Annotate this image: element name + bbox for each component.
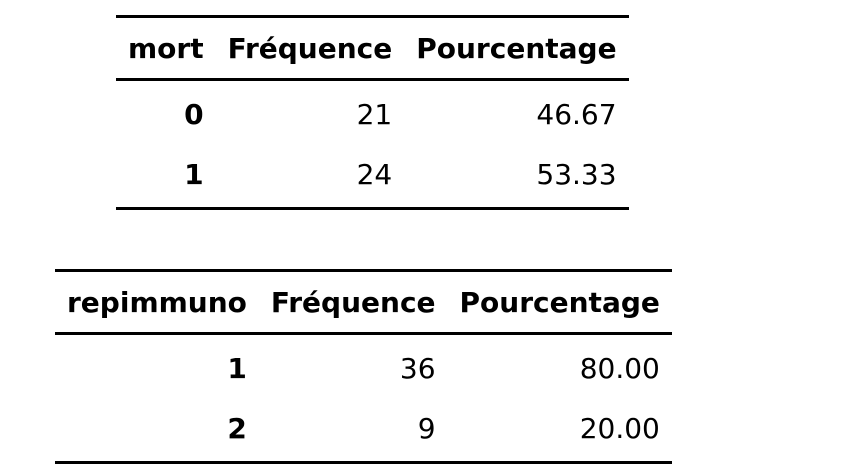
column-header-variable: mort: [116, 15, 216, 81]
table-row: 0 21 46.67: [116, 80, 629, 146]
row-key-cell: 1: [227, 352, 247, 386]
frequency-cell: 36: [399, 352, 436, 386]
percentage-cell: 80.00: [579, 352, 660, 386]
row-key-cell: 1: [116, 145, 216, 210]
frequency-cell: 24: [215, 145, 405, 210]
percentage-cell: 20.00: [447, 399, 672, 464]
column-header-frequency: Fréquence: [258, 269, 448, 335]
column-header-variable: repimmuno: [55, 269, 259, 335]
column-header-frequency: Fréquence: [215, 15, 405, 81]
frequency-table-mort: mort Fréquence Pourcentage 0 21 46.67 1 …: [116, 15, 629, 210]
table-row: 1 36 80.00: [55, 334, 672, 400]
percentage-cell: 53.33: [404, 145, 629, 210]
frequency-cell: 9: [258, 399, 448, 464]
table-row: 1 24 53.33: [116, 145, 629, 210]
table-header-row: repimmuno Fréquence Pourcentage: [55, 269, 672, 335]
row-key-cell: 0: [184, 98, 204, 132]
column-header-percentage: Pourcentage: [404, 15, 629, 81]
table-header-row: mort Fréquence Pourcentage: [116, 15, 629, 81]
frequency-cell: 21: [356, 98, 393, 132]
row-key-cell: 2: [55, 399, 259, 464]
percentage-cell: 46.67: [536, 98, 617, 132]
frequency-table-repimmuno: repimmuno Fréquence Pourcentage 1 36 80.…: [55, 269, 672, 464]
table-row: 2 9 20.00: [55, 399, 672, 464]
column-header-percentage: Pourcentage: [447, 269, 672, 335]
